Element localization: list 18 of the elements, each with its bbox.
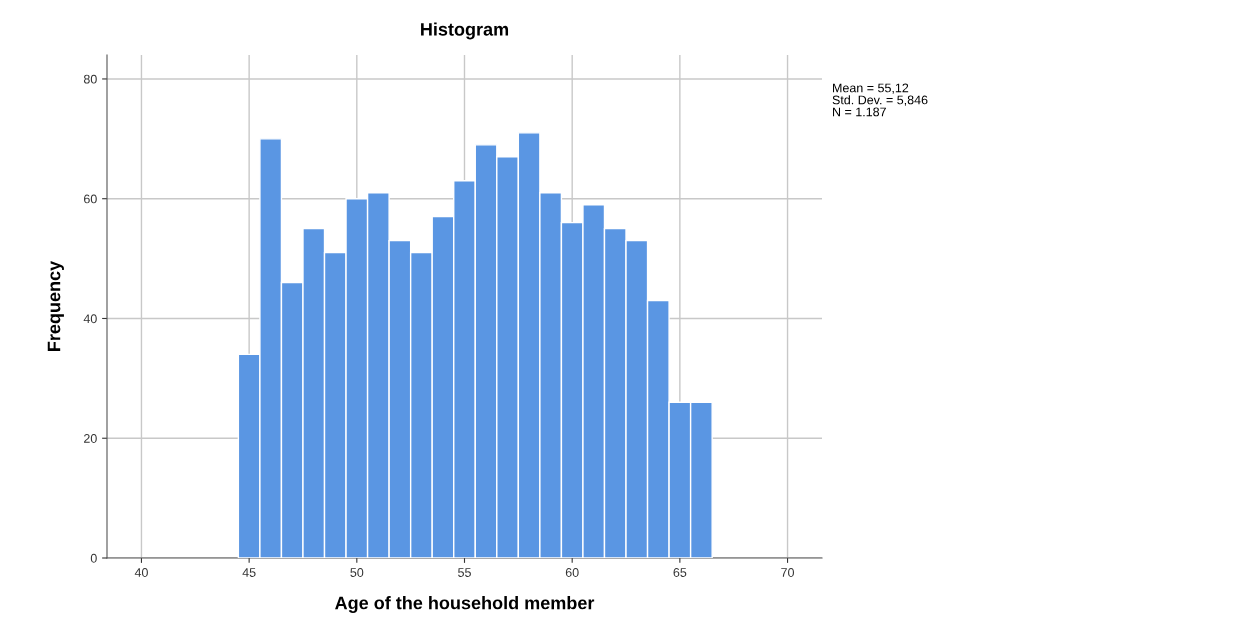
y-tick-label: 0	[90, 553, 97, 563]
x-tick-label: 55	[458, 568, 471, 577]
y-tick-label: 60	[84, 194, 97, 204]
text: Mean = 55,12	[833, 83, 909, 94]
text: Std. Dev. = 5,846	[832, 95, 928, 106]
x-tick-label: 70	[781, 568, 795, 577]
x-tick-label: 40	[134, 568, 148, 577]
y-tick-label: 40	[83, 314, 97, 324]
y-tick-label: 80	[83, 74, 97, 84]
y-tick-label: 20	[84, 434, 97, 443]
x-tick-label: 60	[565, 568, 579, 577]
text: N = 1.187	[833, 107, 886, 117]
y-axis-title: Frequency	[47, 260, 64, 351]
chart-title: Histogram	[421, 22, 509, 40]
x-axis-title: Age of the household member	[335, 596, 595, 613]
x-tick-label: 50	[350, 568, 364, 577]
x-tick-label: 65	[673, 568, 687, 577]
x-tick-label: 45	[242, 568, 256, 577]
